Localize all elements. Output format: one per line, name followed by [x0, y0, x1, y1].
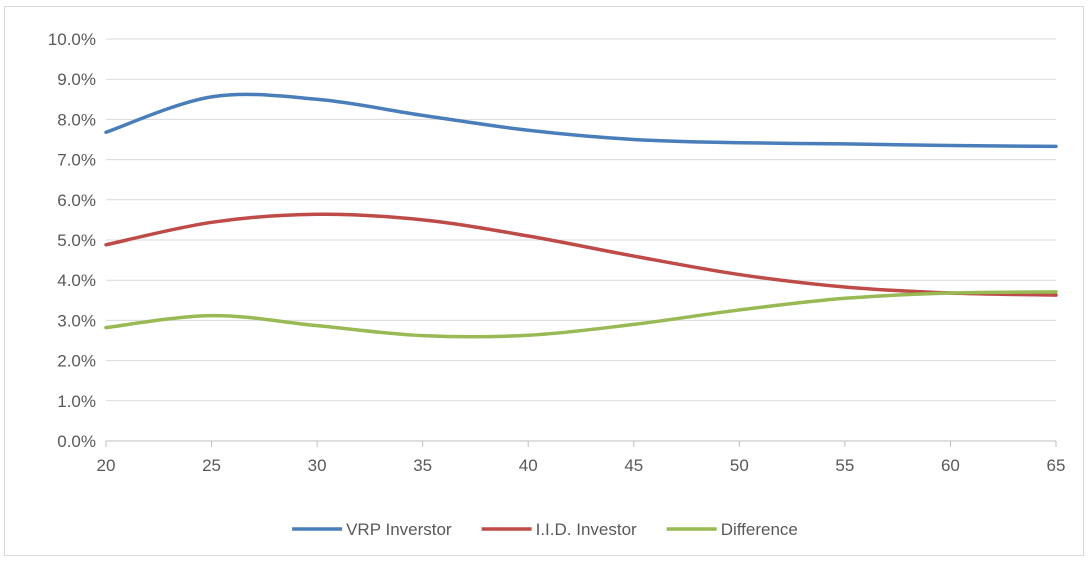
y-tick-label: 8.0% — [57, 110, 96, 129]
x-tick-label: 60 — [941, 456, 960, 475]
series-line-vrp-inverstor — [104, 92, 1058, 149]
series-lines — [104, 92, 1058, 339]
x-tick-label: 65 — [1047, 456, 1066, 475]
y-tick-label: 0.0% — [57, 432, 96, 451]
y-tick-label: 10.0% — [48, 30, 96, 49]
x-tick-label: 50 — [730, 456, 749, 475]
y-tick-label: 2.0% — [57, 352, 96, 371]
y-tick-label: 9.0% — [57, 70, 96, 89]
line-chart: 0.0% 1.0% 2.0% 3.0% 4.0% 5.0% 6.0% 7.0% 8.0% 9.0%… — [48, 30, 1066, 539]
legend-label-difference: Difference — [721, 520, 798, 539]
legend-label-i-i-d-investor: I.I.D. Investor — [536, 520, 637, 539]
x-axis-tick-labels: 20 25 30 35 40 45 50 55 60 65 — [97, 456, 1066, 475]
x-tick-label: 35 — [413, 456, 432, 475]
legend-label-vrp-inverstor: VRP Inverstor — [346, 520, 452, 539]
x-tick-label: 40 — [519, 456, 538, 475]
y-tick-label: 5.0% — [57, 231, 96, 250]
y-tick-label: 1.0% — [57, 392, 96, 411]
series-line-difference — [104, 290, 1058, 339]
y-axis-tick-labels: 0.0% 1.0% 2.0% 3.0% 4.0% 5.0% 6.0% 7.0% 8.0% 9.0%… — [48, 30, 96, 451]
x-tick-label: 30 — [308, 456, 327, 475]
y-tick-label: 4.0% — [57, 271, 96, 290]
y-tick-label: 7.0% — [57, 151, 96, 170]
x-tick-label: 55 — [835, 456, 854, 475]
x-axis — [105, 440, 1057, 447]
y-tick-label: 6.0% — [57, 191, 96, 210]
chart-area: 0.0% 1.0% 2.0% 3.0% 4.0% 5.0% 6.0% 7.0% 8.0% 9.0%… — [4, 6, 1084, 556]
legend: VRP Inverstor I.I.D. Investor Difference — [292, 520, 798, 539]
x-tick-label: 45 — [624, 456, 643, 475]
y-tick-label: 3.0% — [57, 311, 96, 330]
x-tick-label: 25 — [202, 456, 221, 475]
series-line-i-i-d-investor — [104, 212, 1058, 297]
x-tick-label: 20 — [97, 456, 116, 475]
